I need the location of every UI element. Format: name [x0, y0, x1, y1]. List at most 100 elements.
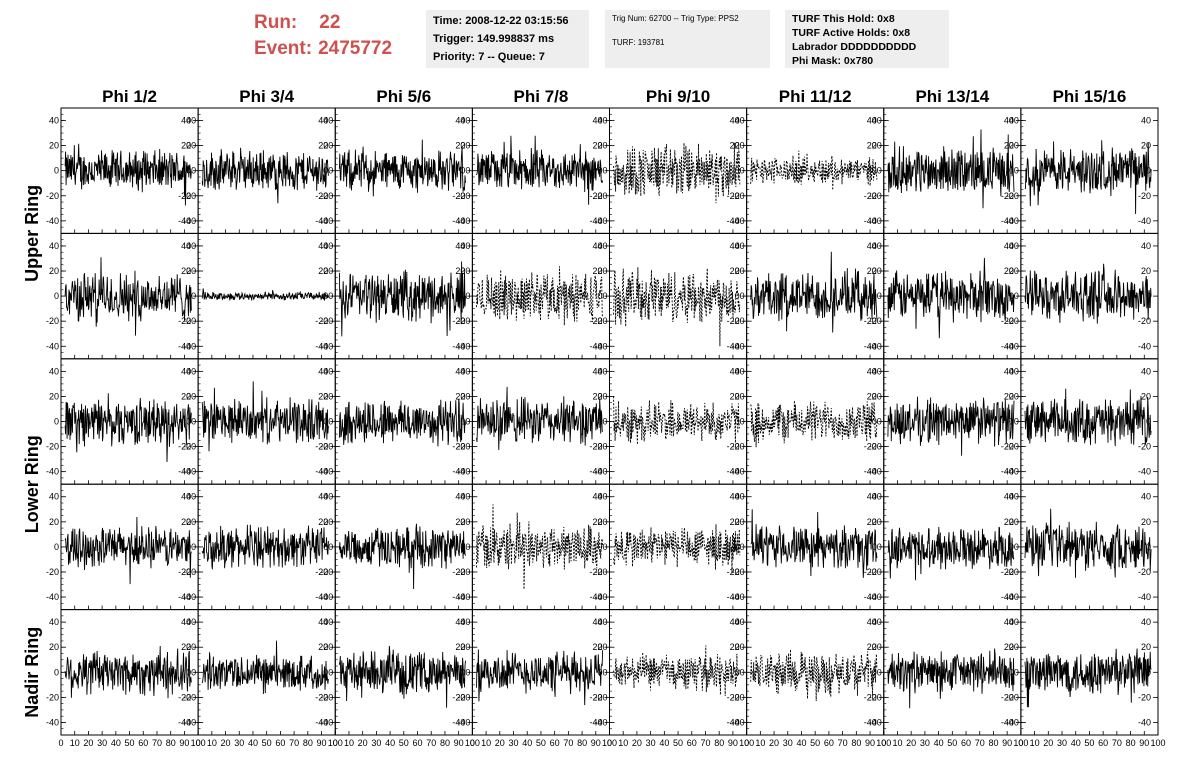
y-tick-label: 20	[49, 642, 59, 652]
x-tick-label: 80	[577, 738, 587, 748]
y-tick-label-right: -20	[864, 692, 877, 702]
y-tick-label: 20	[323, 266, 333, 276]
y-tick-label: 20	[735, 642, 745, 652]
y-tick-label-right: 20	[318, 266, 328, 276]
y-tick-label: -20	[869, 316, 882, 326]
x-tick-label: 70	[838, 738, 848, 748]
y-tick-label: 20	[186, 391, 196, 401]
x-tick-label: 100	[328, 738, 343, 748]
y-tick-label-right: 20	[455, 517, 465, 527]
x-tick-label: 50	[947, 738, 957, 748]
y-tick-label: -40	[457, 467, 470, 477]
run-label: Run:	[254, 12, 298, 33]
x-tick-label: 20	[1043, 738, 1053, 748]
y-tick-label: 40	[460, 116, 470, 126]
waveform-trace	[613, 524, 741, 574]
y-tick-label: -40	[183, 592, 196, 602]
waveform-trace	[201, 288, 329, 301]
y-tick-label-right: 20	[1004, 266, 1014, 276]
y-tick-label: 20	[597, 642, 607, 652]
y-tick-label-right: 0	[597, 291, 602, 301]
x-tick-label: 30	[646, 738, 656, 748]
y-tick-label: -20	[183, 692, 196, 702]
y-tick-label: 0	[191, 166, 196, 176]
y-tick-label-right: -40	[315, 717, 328, 727]
x-tick-label: 10	[344, 738, 354, 748]
y-tick-label: -20	[594, 316, 607, 326]
y-tick-label: 40	[1009, 366, 1019, 376]
y-tick-label-right: 40	[1004, 492, 1014, 502]
y-tick-label: -20	[1006, 442, 1019, 452]
y-tick-label: -40	[732, 717, 745, 727]
y-tick-label-right: 0	[872, 417, 877, 427]
x-tick-label: 90	[179, 738, 189, 748]
y-tick-label: -40	[594, 592, 607, 602]
y-tick-label-right: -40	[864, 216, 877, 226]
y-tick-label-right: 40	[1004, 617, 1014, 627]
waveform-trace	[1024, 140, 1152, 215]
y-tick-label-right: 20	[867, 266, 877, 276]
y-tick-label: 40	[460, 366, 470, 376]
x-tick-label: 90	[454, 738, 464, 748]
y-tick-label: 0	[465, 417, 470, 427]
y-tick-label-right: 40	[867, 116, 877, 126]
x-tick-label: 100	[602, 738, 617, 748]
y-tick-label: 20	[186, 642, 196, 652]
y-tick-label: 0	[191, 291, 196, 301]
y-tick-label-right: 20	[181, 266, 191, 276]
y-tick-label: -20	[1006, 692, 1019, 702]
y-tick-label: 40	[186, 617, 196, 627]
y-tick-label: -20	[183, 567, 196, 577]
turf-text: TURF: 193781	[612, 38, 665, 47]
waveform-trace	[1024, 648, 1152, 708]
y-tick-label-right: 40	[1141, 241, 1151, 251]
waveform-trace	[887, 526, 1015, 581]
y-tick-label: -20	[732, 692, 745, 702]
y-tick-label: 20	[186, 266, 196, 276]
y-tick-label-right: -40	[727, 216, 740, 226]
x-tick-label: 80	[714, 738, 724, 748]
y-tick-label: 40	[872, 116, 882, 126]
x-tick-label: 0	[470, 738, 475, 748]
labrador-text: Labrador DDDDDDDDDD	[792, 41, 917, 53]
y-tick-label-right: -40	[589, 592, 602, 602]
y-tick-label: 20	[872, 391, 882, 401]
x-tick-label: 60	[687, 738, 697, 748]
y-tick-label-right: -40	[727, 717, 740, 727]
x-tick-label: 70	[152, 738, 162, 748]
y-tick-label-right: 40	[867, 492, 877, 502]
waveform-trace	[887, 257, 1015, 339]
y-tick-label: 0	[328, 166, 333, 176]
y-tick-label-right: 20	[1141, 517, 1151, 527]
y-tick-label-right: 40	[867, 366, 877, 376]
x-tick-label: 50	[125, 738, 135, 748]
y-tick-label: 0	[54, 542, 59, 552]
y-tick-label: 40	[323, 366, 333, 376]
y-tick-label: -20	[594, 442, 607, 452]
x-tick-label: 40	[659, 738, 669, 748]
y-tick-label-right: -40	[864, 592, 877, 602]
y-tick-label-right: 20	[1004, 517, 1014, 527]
y-tick-label: -40	[869, 717, 882, 727]
y-tick-label: 0	[1014, 417, 1019, 427]
y-tick-label: -20	[869, 567, 882, 577]
y-tick-label: -20	[869, 692, 882, 702]
y-tick-label: 0	[602, 667, 607, 677]
y-tick-label: 0	[877, 417, 882, 427]
y-tick-label: 20	[49, 141, 59, 151]
y-tick-label: -40	[869, 341, 882, 351]
x-tick-label: 90	[591, 738, 601, 748]
x-tick-label: 50	[1084, 738, 1094, 748]
y-tick-label-right: -20	[1001, 316, 1014, 326]
y-tick-label-right: 20	[867, 517, 877, 527]
y-tick-label-right: -40	[1001, 592, 1014, 602]
y-tick-label-right: -20	[178, 442, 191, 452]
y-tick-label: 40	[323, 492, 333, 502]
y-tick-label-right: 20	[318, 517, 328, 527]
y-tick-label: -40	[1006, 717, 1019, 727]
y-tick-label: 20	[597, 266, 607, 276]
x-tick-label: 10	[207, 738, 217, 748]
y-tick-label-right: -40	[1001, 717, 1014, 727]
y-tick-label-right: 40	[181, 492, 191, 502]
y-tick-label-right: 40	[730, 366, 740, 376]
